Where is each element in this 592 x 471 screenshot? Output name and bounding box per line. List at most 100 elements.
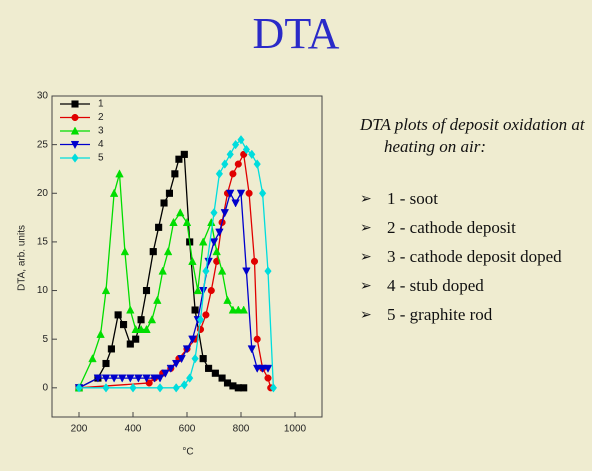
marker — [126, 374, 135, 383]
marker — [70, 126, 80, 135]
y-tick-label: 15 — [37, 237, 49, 248]
marker — [150, 374, 159, 383]
bullet: 2 - cathode deposit — [360, 217, 585, 239]
marker — [131, 324, 140, 334]
marker — [207, 217, 216, 227]
marker — [217, 266, 227, 275]
marker — [177, 355, 186, 364]
marker — [115, 169, 124, 178]
marker — [136, 324, 146, 334]
marker — [160, 199, 168, 207]
bullet: 3 - cathode deposit doped — [360, 246, 585, 268]
marker — [126, 305, 135, 314]
marker — [250, 257, 259, 265]
marker — [223, 295, 232, 304]
legend-label: 2 — [98, 112, 104, 123]
marker — [96, 329, 105, 338]
marker — [258, 188, 267, 198]
marker — [231, 199, 240, 208]
marker — [248, 149, 256, 160]
marker — [75, 383, 83, 393]
marker — [193, 286, 203, 295]
marker — [172, 383, 180, 393]
marker — [142, 374, 151, 383]
y-tick-label: 10 — [37, 285, 49, 296]
marker — [169, 217, 178, 227]
plot-frame — [51, 95, 323, 418]
marker — [126, 340, 134, 348]
marker — [242, 267, 251, 276]
marker — [231, 139, 240, 150]
marker — [70, 140, 80, 150]
marker — [198, 237, 208, 246]
marker — [137, 316, 145, 324]
marker — [211, 369, 219, 377]
marker — [102, 383, 110, 393]
marker — [209, 238, 219, 247]
marker — [239, 305, 248, 314]
marker — [188, 335, 197, 344]
legend-label: 1 — [98, 99, 104, 110]
marker — [234, 160, 242, 168]
marker — [264, 374, 272, 382]
marker — [129, 383, 137, 393]
bullet: 5 - graphite rod — [360, 304, 585, 326]
marker — [166, 364, 176, 373]
marker — [220, 209, 230, 218]
marker — [269, 383, 278, 393]
marker — [263, 364, 273, 373]
marker — [161, 369, 170, 378]
marker — [120, 247, 130, 256]
marker — [258, 364, 267, 373]
marker — [109, 374, 119, 383]
marker — [253, 159, 261, 169]
marker — [240, 384, 248, 392]
marker — [71, 153, 79, 163]
marker — [71, 113, 79, 122]
legend-label: 3 — [98, 126, 104, 137]
marker — [114, 311, 122, 319]
marker — [204, 257, 213, 266]
marker — [176, 208, 185, 217]
marker — [93, 374, 103, 383]
marker — [196, 315, 205, 325]
marker — [264, 266, 272, 276]
marker — [107, 345, 115, 353]
marker — [145, 379, 153, 387]
marker — [191, 306, 199, 314]
y-tick-label: 20 — [37, 188, 49, 199]
marker — [242, 144, 251, 155]
marker — [153, 295, 162, 304]
x-tick-label: 400 — [125, 424, 142, 435]
marker — [132, 335, 140, 343]
marker — [237, 135, 245, 145]
marker — [180, 150, 188, 158]
marker — [202, 266, 210, 276]
marker — [228, 305, 238, 314]
marker — [236, 189, 246, 198]
y-tick-label: 0 — [42, 382, 48, 393]
marker — [221, 159, 229, 169]
marker — [109, 188, 119, 197]
marker — [158, 266, 167, 275]
marker — [147, 315, 157, 324]
marker — [229, 170, 237, 178]
y-tick-label: 5 — [42, 334, 48, 345]
marker — [171, 170, 179, 178]
marker — [101, 374, 111, 383]
marker — [191, 353, 199, 364]
marker — [207, 286, 215, 295]
marker — [117, 374, 127, 383]
marker — [186, 373, 194, 383]
marker — [175, 155, 183, 163]
marker — [253, 335, 261, 343]
marker — [142, 324, 151, 334]
x-tick-label: 800 — [233, 424, 250, 435]
slide-title: DTA — [252, 9, 340, 58]
y-axis-label: DTA, arb. units — [17, 225, 28, 291]
marker — [71, 100, 79, 108]
bullet: 1 - soot — [360, 188, 585, 210]
marker — [155, 223, 163, 231]
marker — [180, 380, 188, 390]
